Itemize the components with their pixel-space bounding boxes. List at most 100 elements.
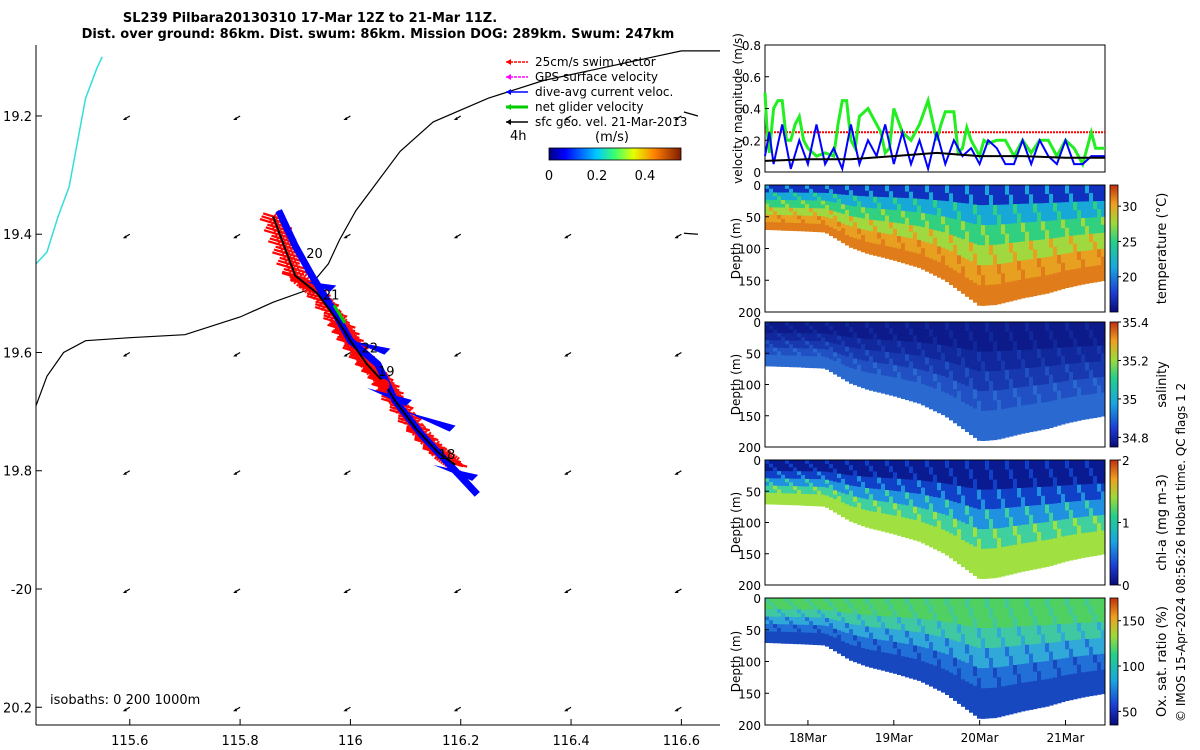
- heatmap-cell: [865, 355, 870, 362]
- heatmap-cell: [1101, 645, 1106, 655]
- heatmap-cell: [889, 246, 894, 254]
- heatmap-cell: [997, 460, 1002, 471]
- heatmap-cell: [957, 202, 962, 212]
- heatmap-cell: [945, 209, 950, 218]
- heatmap-cell: [1013, 416, 1018, 427]
- heatmap-cell: [1021, 405, 1026, 416]
- heatmap-cell: [785, 211, 790, 216]
- heatmap-cell: [821, 216, 826, 221]
- heatmap-cell: [1065, 683, 1070, 693]
- heatmap-cell: [1045, 513, 1050, 523]
- heatmap-cell: [865, 471, 870, 478]
- heatmap-cell: [789, 471, 794, 476]
- heatmap-cell: [1097, 475, 1102, 485]
- velocity-series: [764, 151, 1105, 162]
- heatmap-cell: [897, 604, 902, 612]
- heatmap-cell: [865, 649, 870, 656]
- heatmap-cell: [881, 251, 886, 258]
- heatmap-cell: [841, 374, 846, 380]
- heatmap-cell: [853, 491, 858, 498]
- heatmap-cell: [929, 488, 934, 497]
- heatmap-cell: [769, 460, 774, 465]
- heatmap-cell: [969, 359, 974, 370]
- heatmap-cell: [1001, 479, 1006, 490]
- heatmap-cell: [1081, 655, 1086, 665]
- heatmap-cell: [833, 193, 838, 199]
- heatmap-cell: [917, 376, 922, 384]
- heatmap-cell: [969, 544, 974, 555]
- heatmap-cell: [849, 332, 854, 338]
- heatmap-cell: [773, 196, 778, 201]
- heatmap-cell: [937, 651, 942, 660]
- heatmap-cell: [897, 485, 902, 492]
- heatmap-cell: [965, 644, 970, 655]
- heatmap-cell: [941, 271, 946, 280]
- heatmap-cell: [821, 494, 826, 499]
- heatmap-cell: [765, 329, 770, 334]
- heatmap-cell: [1053, 668, 1058, 678]
- heatmap-cell: [957, 417, 962, 427]
- heatmap-cell: [881, 233, 886, 240]
- heatmap-cell: [777, 222, 782, 227]
- heatmap-cell: [849, 352, 854, 359]
- heatmap-cell: [973, 607, 978, 619]
- heatmap-cell: [933, 673, 938, 682]
- heatmap-cell: [857, 619, 862, 626]
- heatmap-cell: [1061, 339, 1066, 348]
- copyright-note: © IMOS 15-Apr-2024 08:56:26 Hobart time.…: [1174, 383, 1188, 722]
- heatmap-cell: [1049, 468, 1054, 479]
- heatmap-cell: [797, 211, 802, 216]
- heatmap-cell: [1013, 617, 1018, 628]
- heatmap-cell: [909, 638, 914, 646]
- heatmap-cell: [989, 677, 994, 689]
- heatmap-cell: [897, 353, 902, 361]
- heatmap-cell: [837, 208, 842, 214]
- heatmap-cell: [789, 474, 794, 480]
- heatmap-cell: [1025, 241, 1030, 251]
- heatmap-cell: [857, 614, 862, 621]
- heatmap-cell: [1029, 505, 1034, 516]
- heatmap-cell: [781, 628, 786, 633]
- heatmap-cell: [901, 472, 906, 480]
- heatmap-cell: [857, 518, 862, 525]
- heatmap-cell: [789, 478, 794, 483]
- heatmap-cell: [949, 598, 954, 607]
- heatmap-cell: [949, 362, 954, 372]
- heatmap-cell: [973, 508, 978, 519]
- heatmap-cell: [881, 652, 886, 659]
- heatmap-cell: [1021, 524, 1026, 535]
- heatmap-cell: [809, 325, 814, 331]
- velocity-ytick-label: 0.6: [742, 71, 761, 85]
- heatmap-cell: [961, 486, 966, 497]
- heatmap-cell: [953, 518, 958, 528]
- heatmap-cell: [949, 680, 954, 690]
- heatmap-cell: [997, 567, 1002, 578]
- heatmap-cell: [869, 219, 874, 226]
- heatmap-cell: [801, 613, 806, 618]
- heatmap-cell: [905, 511, 910, 519]
- heatmap-cell: [965, 231, 970, 242]
- heatmap-cell: [1005, 350, 1010, 361]
- heatmap-cell: [969, 322, 974, 332]
- heatmap-cell: [1033, 550, 1038, 561]
- depth-tick-label: 50: [746, 347, 761, 361]
- heatmap-cell: [945, 225, 950, 234]
- heatmap-cell: [1101, 621, 1106, 631]
- heatmap-cell: [997, 234, 1002, 245]
- heatmap-cell: [1097, 377, 1102, 386]
- heatmap-cell: [841, 237, 846, 244]
- heatmap-cell: [961, 194, 966, 204]
- heatmap-cell: [1061, 330, 1066, 340]
- heatmap-cell: [953, 397, 958, 407]
- heatmap-cell: [1037, 469, 1042, 479]
- heatmap-cell: [961, 625, 966, 635]
- heatmap-cell: [1089, 524, 1094, 533]
- heatmap-cell: [845, 225, 850, 231]
- heatmap-cell: [1101, 460, 1106, 469]
- heatmap-cell: [909, 505, 914, 513]
- heatmap-cell: [809, 196, 814, 201]
- heatmap-cell: [877, 220, 882, 227]
- heatmap-cell: [841, 464, 846, 470]
- heatmap-cell: [997, 677, 1002, 688]
- heatmap-cell: [805, 605, 810, 610]
